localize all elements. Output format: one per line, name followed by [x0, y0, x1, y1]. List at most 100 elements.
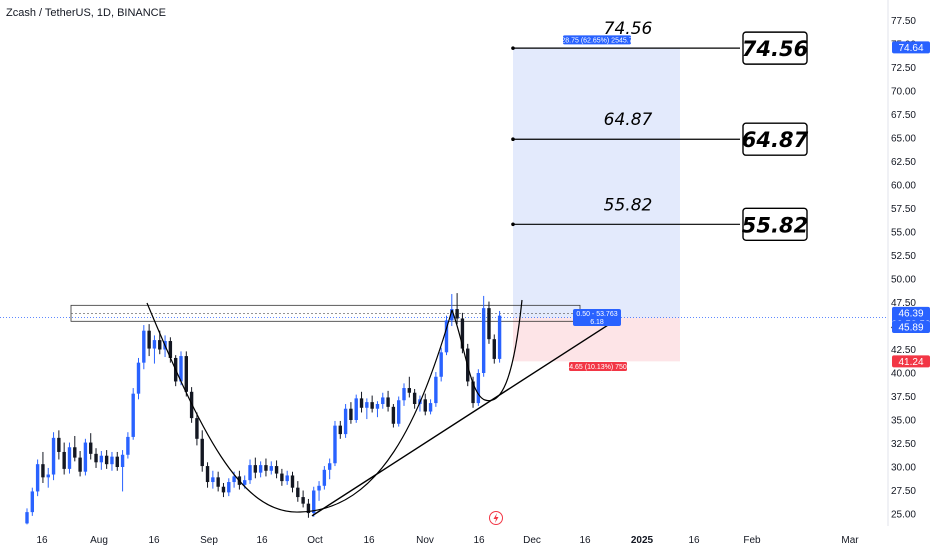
candle-body [57, 437, 61, 452]
target-box [742, 207, 808, 241]
time-tick-label: Oct [307, 535, 323, 546]
candle-body [248, 465, 252, 481]
candle-body [439, 352, 443, 377]
candle-body [142, 330, 146, 363]
stop-price-tag [892, 355, 930, 368]
price-tick-label: 37.50 [891, 392, 916, 403]
candle-body [89, 442, 93, 454]
candle-body [354, 398, 358, 420]
candle-body [444, 320, 449, 353]
candle-body [184, 356, 188, 392]
target-label: 74.56 [604, 19, 653, 39]
stop-price-tag-text: 41.24 [898, 357, 923, 368]
price-tick-label: 55.00 [891, 228, 916, 239]
price-tick-label: 47.50 [891, 298, 916, 309]
candle-body [269, 466, 273, 471]
candle-body [365, 402, 369, 408]
candle-body [147, 330, 151, 349]
time-tick-label: 16 [363, 535, 375, 546]
candle-body [455, 309, 459, 319]
cup-curve-2 [451, 299, 523, 402]
candle-body [227, 482, 231, 493]
price-tick-label: 72.50 [891, 63, 916, 74]
candle-body [370, 402, 374, 409]
candle-body [136, 362, 141, 394]
candle-body [46, 474, 50, 478]
target-box [742, 122, 808, 156]
candle-body [322, 469, 327, 486]
candle-body [25, 512, 29, 524]
candle-body [83, 442, 88, 472]
price-tick-label: 65.00 [891, 134, 916, 145]
candle-body [195, 418, 199, 439]
time-axis: 16 Aug 16 Sep 16 Oct 16 Nov 16 Dec 16 2025 16 Feb Mar [36, 535, 859, 546]
time-tick-label: 16 [36, 535, 48, 546]
candle-body [35, 464, 40, 492]
candle-body [397, 400, 401, 424]
candle-body [131, 393, 135, 437]
price-tick-label: 25.00 [891, 510, 916, 521]
candle-body [481, 308, 486, 373]
candles [25, 293, 502, 525]
lightning-glyph [493, 513, 499, 523]
time-tick-label: 16 [148, 535, 160, 546]
candle-body [492, 339, 496, 359]
mid-info-text-1: 0.50 - 53.763 [576, 311, 617, 318]
candle-body [471, 381, 475, 404]
candle-body [179, 356, 183, 382]
candle-body [487, 308, 491, 340]
time-tick-label: 16 [473, 535, 485, 546]
price-tick-label: 77.50 [891, 16, 916, 27]
time-tick-label: 2025 [631, 535, 654, 546]
price-tick-label: 70.00 [891, 87, 916, 98]
current-price-tag-text: 46.39 [898, 308, 923, 319]
candle-body [428, 403, 433, 412]
time-tick-label: Mar [841, 535, 859, 546]
price-tick-label: 50.00 [891, 275, 916, 286]
candle-body [327, 463, 332, 470]
candle-body [30, 491, 35, 513]
icons [489, 511, 503, 525]
time-tick-label: Sep [200, 535, 218, 546]
time-tick-label: Feb [743, 535, 761, 546]
target-info-tag [563, 35, 631, 45]
price-tick-label: 67.50 [891, 110, 916, 121]
candle-body [285, 475, 289, 482]
price-axis: 77.5075.0072.5070.0067.5065.0062.5060.00… [887, 0, 916, 526]
target-price-tag [892, 41, 930, 54]
candle-body [407, 388, 412, 393]
price-tick-label: 62.50 [891, 157, 916, 168]
candle-body [280, 473, 284, 482]
candle-body [450, 309, 454, 321]
candle-body [434, 376, 438, 404]
candle-body [110, 456, 114, 465]
candle-body [349, 408, 353, 420]
position-zones [513, 47, 680, 362]
price-tick-label: 35.00 [891, 416, 916, 427]
price-tick-label: 52.50 [891, 251, 916, 262]
entry-price-tag-text: 45.89 [898, 322, 923, 333]
candle-body [253, 465, 258, 473]
target-price-tag-text: 74.64 [898, 43, 923, 54]
candle-body [497, 315, 502, 359]
time-tick-label: 16 [579, 535, 591, 546]
candle-body [115, 456, 119, 467]
candle-body [120, 454, 125, 467]
target-annotations: 74.56 74.56 64.87 64.87 55.82 55.82 28.75 (62.… [511, 19, 809, 371]
stop-info-tag [569, 362, 627, 371]
target-label: 55.82 [604, 195, 653, 215]
candle-body [211, 477, 215, 483]
candle-body [221, 486, 226, 493]
target-box-label: 55.82 [742, 213, 808, 237]
candle-body [476, 373, 481, 404]
candle-body [126, 436, 130, 455]
candle-body [375, 404, 380, 409]
candle-body [67, 447, 72, 469]
candle-body [41, 464, 45, 478]
candle-body [460, 318, 465, 349]
candle-body [205, 466, 210, 483]
target-dot [511, 46, 515, 50]
candle-body [62, 451, 66, 469]
